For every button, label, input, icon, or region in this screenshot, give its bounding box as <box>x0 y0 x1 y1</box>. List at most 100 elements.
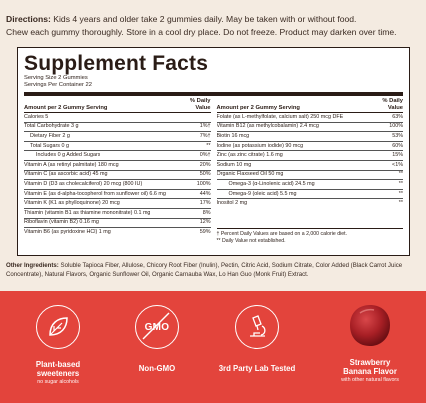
facts-row: Thiamin (vitamin B1 as thiamine mononitr… <box>24 209 211 219</box>
facts-row: Total Carbohydrate 3 g 1%† <box>24 123 211 133</box>
nutrient-name: Vitamin K (K1 as phylloquinone) 20 mcg <box>24 200 120 207</box>
supplement-facts-title: Supplement Facts <box>24 52 209 75</box>
nutrient-name: Sodium 10 mg <box>216 161 252 168</box>
daily-value: 44% <box>199 190 211 197</box>
flavor-label: Strawberry Banana Flavor <box>343 358 397 376</box>
left-column-header: Amount per 2 Gummy Serving % Daily Value <box>24 97 211 113</box>
facts-row: Biotin 16 mcg 53% <box>216 132 403 142</box>
amount-header: Amount per 2 Gummy Serving <box>24 104 108 111</box>
ingredients-label: Other Ingredients: <box>6 262 59 269</box>
nutrient-name: Riboflavin (vitamin B2) 0.16 mg <box>24 219 99 226</box>
facts-row: Zinc (as zinc citrate) 1.6 mg 15% <box>216 151 403 161</box>
facts-row: Sodium 10 mg <1% <box>216 161 403 171</box>
daily-value: 1%† <box>199 123 211 130</box>
daily-value: 8% <box>202 209 211 216</box>
feature-lab-tested: 3rd Party Lab Tested <box>205 291 309 403</box>
dv-header: % Daily Value <box>189 98 211 111</box>
daily-value: ** <box>398 180 403 187</box>
feature-plant-based: Plant-based sweeteners no sugar alcohols <box>16 291 100 403</box>
ingredients-text: Soluble Tapioca Fiber, Allulose, Chicory… <box>6 262 403 278</box>
plant-sub: no sugar alcohols <box>37 379 79 385</box>
daily-value: 20% <box>199 161 211 168</box>
daily-value: 0%† <box>199 152 211 159</box>
lab-label: 3rd Party Lab Tested <box>218 364 296 373</box>
no-gmo-icon: GMO <box>135 305 179 349</box>
nutrient-name: Dietary Fiber 2 g <box>30 132 70 139</box>
supplement-facts-panel: Supplement Facts Serving Size 2 Gummies … <box>17 47 410 256</box>
plant-label: Plant-based sweeteners <box>35 360 81 378</box>
facts-row: Vitamin K (K1 as phylloquinone) 20 mcg 17… <box>24 199 211 209</box>
feature-non-gmo: GMO Non-GMO <box>115 291 199 403</box>
nutrient-name: Total Carbohydrate 3 g <box>24 123 79 130</box>
daily-value: 17% <box>199 200 211 207</box>
daily-value: 12% <box>199 219 211 226</box>
facts-row: Total Sugars 0 g ** <box>24 142 211 152</box>
directions-line1: Kids 4 years and older take 2 gummies da… <box>53 14 357 24</box>
facts-footnotes: † Percent Daily Values are based on a 2,… <box>216 227 403 245</box>
nutrient-name: Vitamin B12 (as methylcobalamin) 2.4 mcg <box>216 123 319 130</box>
facts-row: Organic Flaxseed Oil 50 mg ** <box>216 171 403 181</box>
daily-value: 100% <box>196 180 211 187</box>
nutrient-name: Total Sugars 0 g <box>30 142 69 149</box>
amount-header: Amount per 2 Gummy Serving <box>216 104 300 111</box>
daily-value: ** <box>206 142 211 149</box>
facts-row: Folate (as L-methylfolate, calcium salt)… <box>216 113 403 123</box>
daily-value: 100% <box>389 123 403 130</box>
nutrient-name: Zinc (as zinc citrate) 1.6 mg <box>216 152 283 159</box>
dv-header: % Daily Value <box>382 98 403 111</box>
facts-row: Includes 0 g Added Sugars 0%† <box>24 151 211 161</box>
daily-value: 60% <box>392 142 403 149</box>
nutrient-name: Inositol 2 mg <box>216 200 248 207</box>
facts-left-column: Amount per 2 Gummy Serving % Daily Value … <box>24 97 211 245</box>
facts-row: Vitamin C (as ascorbic acid) 45 mg 50% <box>24 171 211 181</box>
feature-band: Plant-based sweeteners no sugar alcohols … <box>0 291 426 403</box>
nutrient-name: Includes 0 g Added Sugars <box>36 152 101 159</box>
nutrient-name: Iodine (as potassium iodide) 90 mcg <box>216 142 304 149</box>
facts-row: Riboflavin (vitamin B2) 0.16 mg 12% <box>24 219 211 229</box>
heavy-rule <box>24 92 403 96</box>
nutrient-name: Vitamin E (as d-alpha-tocopherol from su… <box>24 190 166 197</box>
other-ingredients: Other Ingredients: Soluble Tapioca Fiber… <box>6 262 420 279</box>
leaf-icon <box>36 305 80 349</box>
servings-per-container: Servings Per Container 22 <box>24 82 92 88</box>
directions-label: Directions: <box>6 14 51 24</box>
facts-row: Omega-9 (oleic acid) 5.5 mg ** <box>216 190 403 200</box>
facts-row: Inositol 2 mg ** <box>217 199 404 208</box>
nutrient-name: Omega-9 (oleic acid) 5.5 mg <box>228 190 297 197</box>
daily-value: 50% <box>199 171 211 178</box>
footnote-not-established: ** Daily Value not established. <box>216 237 286 244</box>
facts-row: Vitamin B6 (as pyridoxine HCl) 1 mg 59% <box>24 228 211 237</box>
directions-line2: Chew each gummy thoroughly. Store in a c… <box>6 27 397 37</box>
nutrient-name: Folate (as L-methylfolate, calcium salt)… <box>216 113 344 120</box>
daily-value: 53% <box>392 132 403 139</box>
facts-row: Dietary Fiber 2 g 7%† <box>24 132 211 142</box>
microscope-icon <box>235 305 279 349</box>
facts-row: Vitamin E (as d-alpha-tocopherol from su… <box>24 190 211 200</box>
facts-row: Vitamin B12 (as methylcobalamin) 2.4 mcg… <box>216 123 403 133</box>
daily-value: 15% <box>392 152 403 159</box>
right-column-header: Amount per 2 Gummy Serving % Daily Value <box>216 97 403 113</box>
nutrient-name: Vitamin A (as retinyl palmitate) 180 mcg <box>24 161 119 168</box>
nutrient-name: Omega-3 (α-Linolenic acid) 24.5 mg <box>228 180 315 187</box>
footnote-daily-value: † Percent Daily Values are based on a 2,… <box>216 230 348 237</box>
daily-value: 63% <box>392 113 403 120</box>
facts-right-column: Amount per 2 Gummy Serving % Daily Value … <box>216 97 404 245</box>
nutrient-name: Thiamin (vitamin B1 as thiamine mononitr… <box>24 209 151 216</box>
daily-value: 7%† <box>199 132 211 139</box>
facts-row: Iodine (as potassium iodide) 90 mcg 60% <box>216 142 403 152</box>
directions-text: Directions: Kids 4 years and older take … <box>6 13 420 39</box>
facts-row: Omega-3 (α-Linolenic acid) 24.5 mg ** <box>216 180 403 190</box>
gmo-label: Non-GMO <box>138 364 176 373</box>
daily-value: ** <box>398 171 403 178</box>
gummy-image <box>346 301 394 349</box>
nutrient-name: Biotin 16 mcg <box>216 132 250 139</box>
facts-row: Calories 5 <box>24 113 211 123</box>
nutrient-name: Vitamin B6 (as pyridoxine HCl) 1 mg <box>24 228 111 235</box>
gmo-icon-text: GMO <box>144 321 170 333</box>
daily-value: ** <box>398 190 403 197</box>
nutrient-name: Calories 5 <box>24 113 49 120</box>
nutrient-name: Organic Flaxseed Oil 50 mg <box>216 171 284 178</box>
flavor-sub: with other natural flavors <box>341 377 399 383</box>
daily-value: ** <box>398 200 403 207</box>
facts-row: Vitamin A (as retinyl palmitate) 180 mcg… <box>24 161 211 171</box>
